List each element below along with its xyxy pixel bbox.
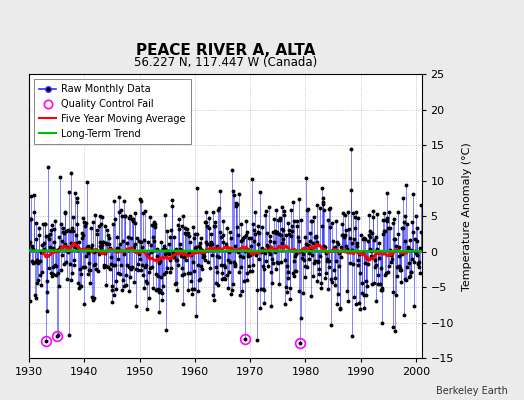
Text: 56.227 N, 117.447 W (Canada): 56.227 N, 117.447 W (Canada)	[134, 56, 317, 69]
Legend: Raw Monthly Data, Quality Control Fail, Five Year Moving Average, Long-Term Tren: Raw Monthly Data, Quality Control Fail, …	[34, 79, 191, 144]
Text: Berkeley Earth: Berkeley Earth	[436, 386, 508, 396]
Y-axis label: Temperature Anomaly (°C): Temperature Anomaly (°C)	[462, 142, 472, 290]
Title: PEACE RIVER A, ALTA: PEACE RIVER A, ALTA	[136, 43, 315, 58]
